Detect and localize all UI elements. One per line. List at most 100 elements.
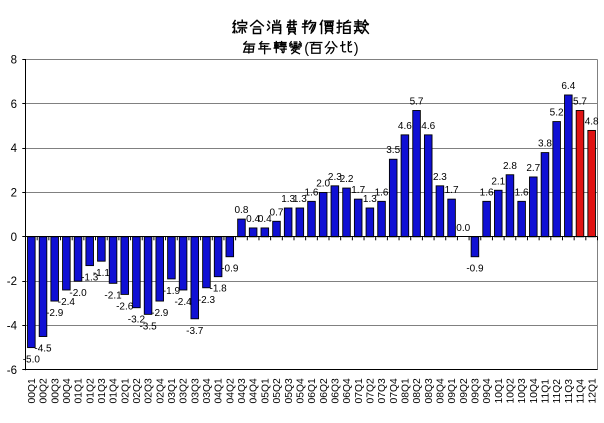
svg-text:5.2: 5.2: [550, 108, 564, 119]
svg-text:1.3: 1.3: [281, 194, 295, 205]
svg-text:00Q1: 00Q1: [27, 378, 38, 403]
svg-text:1.6: 1.6: [480, 187, 494, 198]
svg-text:05Q2: 05Q2: [272, 378, 283, 403]
svg-text:04Q4: 04Q4: [249, 378, 260, 403]
svg-text:1.3: 1.3: [293, 194, 307, 205]
svg-text:1.6: 1.6: [515, 187, 529, 198]
svg-text:06Q2: 06Q2: [319, 378, 330, 403]
svg-text:0: 0: [11, 232, 17, 244]
svg-text:2: 2: [11, 187, 17, 199]
svg-text:3.5: 3.5: [386, 145, 400, 156]
svg-text:2.0: 2.0: [316, 178, 330, 189]
svg-text:-2.4: -2.4: [174, 297, 192, 308]
svg-text:-1.8: -1.8: [209, 284, 227, 295]
svg-text:-3.7: -3.7: [186, 326, 204, 337]
svg-text:0.4: 0.4: [258, 214, 272, 225]
svg-text:(: (: [304, 41, 309, 57]
svg-text:03Q4: 03Q4: [202, 378, 213, 403]
svg-text:09Q4: 09Q4: [482, 378, 493, 403]
svg-text:05Q3: 05Q3: [284, 378, 295, 403]
svg-text:05Q1: 05Q1: [260, 378, 271, 403]
svg-text:06Q4: 06Q4: [342, 378, 353, 403]
svg-text:4.8: 4.8: [585, 116, 599, 127]
svg-text:2.3: 2.3: [328, 172, 342, 183]
svg-text:-2.6: -2.6: [116, 301, 134, 312]
svg-text:2.3: 2.3: [433, 172, 447, 183]
svg-text:08Q4: 08Q4: [436, 378, 447, 403]
svg-text:1.6: 1.6: [375, 187, 389, 198]
svg-text:8: 8: [11, 55, 17, 67]
svg-text:6.4: 6.4: [561, 81, 575, 92]
svg-text:0.8: 0.8: [235, 205, 249, 216]
svg-text:03Q3: 03Q3: [190, 378, 201, 403]
svg-text:02Q3: 02Q3: [144, 378, 155, 403]
svg-text:04Q1: 04Q1: [214, 378, 225, 403]
svg-text:-1.9: -1.9: [163, 286, 181, 297]
svg-text:1.7: 1.7: [351, 185, 365, 196]
svg-text:-6: -6: [7, 365, 17, 377]
svg-text:09Q1: 09Q1: [447, 378, 458, 403]
svg-text:-2.1: -2.1: [104, 290, 122, 301]
svg-text:6: 6: [11, 99, 17, 111]
svg-text:12Q1: 12Q1: [587, 378, 598, 403]
svg-text:03Q1: 03Q1: [167, 378, 178, 403]
svg-text:): ): [354, 41, 359, 57]
svg-text:11Q1: 11Q1: [541, 379, 552, 404]
svg-text:07Q3: 07Q3: [377, 378, 388, 403]
svg-text:4: 4: [11, 143, 18, 155]
svg-text:00Q4: 00Q4: [62, 378, 73, 403]
svg-text:-2.3: -2.3: [198, 295, 216, 306]
svg-text:-2.4: -2.4: [58, 297, 76, 308]
svg-text:08Q3: 08Q3: [424, 378, 435, 403]
svg-text:-4.5: -4.5: [34, 344, 52, 355]
svg-text:03Q2: 03Q2: [179, 378, 190, 403]
svg-text:07Q2: 07Q2: [365, 378, 376, 403]
svg-text:08Q2: 08Q2: [412, 378, 423, 403]
svg-text:3.8: 3.8: [538, 139, 552, 150]
svg-text:4.6: 4.6: [398, 121, 412, 132]
svg-text:1.3: 1.3: [363, 194, 377, 205]
svg-text:-2.9: -2.9: [46, 308, 64, 319]
svg-text:2.1: 2.1: [491, 176, 505, 187]
svg-text:4.6: 4.6: [421, 121, 435, 132]
svg-text:01Q2: 01Q2: [85, 378, 96, 403]
svg-text:-0.9: -0.9: [221, 264, 239, 275]
svg-text:-3.2: -3.2: [128, 315, 146, 326]
svg-text:06Q3: 06Q3: [330, 378, 341, 403]
svg-text:-5.0: -5.0: [23, 355, 41, 366]
svg-text:1.7: 1.7: [445, 185, 459, 196]
svg-text:09Q3: 09Q3: [471, 378, 482, 403]
svg-text:-0.9: -0.9: [466, 264, 484, 275]
svg-text:-2.0: -2.0: [69, 288, 87, 299]
svg-text:02Q4: 02Q4: [155, 378, 166, 403]
svg-text:01Q4: 01Q4: [109, 378, 120, 403]
svg-text:-2: -2: [7, 276, 17, 288]
svg-text:09Q2: 09Q2: [459, 378, 470, 403]
svg-text:-3.5: -3.5: [139, 321, 157, 332]
svg-text:2.8: 2.8: [503, 161, 517, 172]
svg-text:-2.9: -2.9: [151, 308, 169, 319]
svg-text:10Q4: 10Q4: [529, 378, 540, 403]
svg-text:10Q3: 10Q3: [517, 378, 528, 403]
svg-text:10Q1: 10Q1: [494, 378, 505, 403]
svg-text:04Q3: 04Q3: [237, 378, 248, 403]
svg-text:2.2: 2.2: [340, 174, 354, 185]
svg-text:0.0: 0.0: [456, 223, 470, 234]
svg-text:5.7: 5.7: [410, 96, 424, 107]
svg-text:11Q4: 11Q4: [576, 379, 587, 404]
svg-text:06Q1: 06Q1: [307, 378, 318, 403]
svg-text:01Q1: 01Q1: [74, 378, 85, 403]
svg-text:2.7: 2.7: [526, 163, 540, 174]
svg-text:02Q2: 02Q2: [132, 378, 143, 403]
svg-text:00Q2: 00Q2: [39, 378, 50, 403]
svg-text:1.6: 1.6: [305, 187, 319, 198]
svg-text:07Q1: 07Q1: [354, 378, 365, 403]
svg-text:11Q3: 11Q3: [564, 379, 575, 404]
svg-text:08Q1: 08Q1: [400, 378, 411, 403]
svg-text:00Q3: 00Q3: [50, 378, 61, 403]
svg-text:10Q2: 10Q2: [506, 378, 517, 403]
svg-text:-1.1: -1.1: [93, 268, 111, 279]
svg-text:07Q4: 07Q4: [389, 378, 400, 403]
svg-text:0.7: 0.7: [270, 207, 284, 218]
svg-text:5.7: 5.7: [573, 96, 587, 107]
